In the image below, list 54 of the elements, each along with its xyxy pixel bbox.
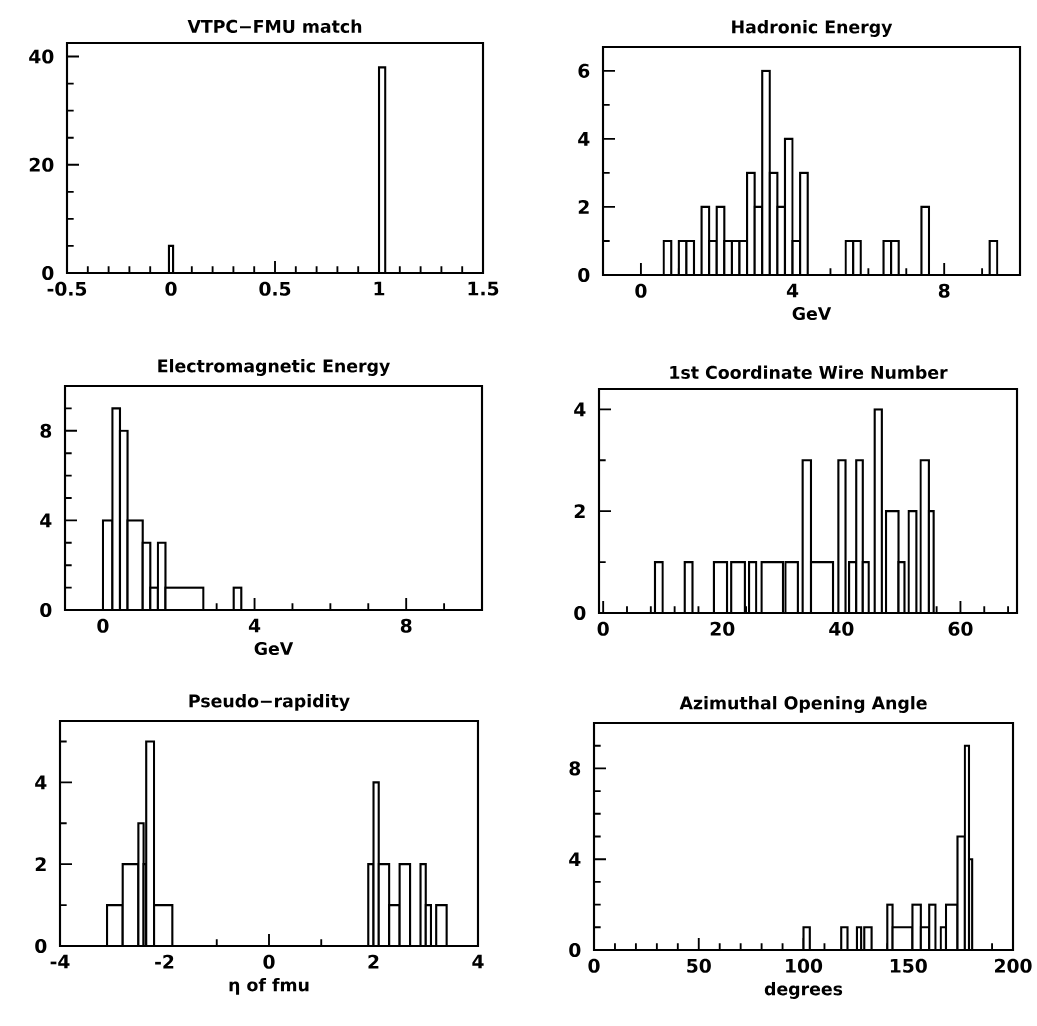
x-tick-label: 150 [890, 958, 927, 973]
chart-title: Azimuthal Opening Angle [679, 696, 927, 713]
x-axis-title: η of fmu [229, 977, 309, 995]
chart-title: VTPC−FMU match [187, 19, 362, 33]
y-tick-label: 20 [29, 157, 54, 172]
x-tick-label: 0.5 [259, 281, 291, 296]
x-tick-label: 20 [710, 621, 735, 636]
y-tick-label: 0 [35, 938, 47, 954]
y-tick-label: 2 [574, 504, 585, 519]
x-axis-title: degrees [764, 981, 843, 999]
y-tick-label: 4 [578, 132, 590, 146]
y-tick-label: 0 [42, 265, 54, 281]
y-tick-label: 6 [578, 63, 590, 78]
x-tick-label: 4 [248, 618, 261, 633]
x-tick-label: -4 [50, 954, 70, 969]
x-tick-label: 50 [687, 958, 711, 973]
y-tick-label: 8 [40, 423, 52, 438]
x-tick-label: 8 [938, 283, 950, 298]
x-tick-label: -2 [155, 954, 174, 969]
x-tick-label: 60 [948, 621, 973, 636]
x-tick-label: 40 [829, 621, 854, 636]
x-tick-label: 2 [368, 954, 379, 969]
x-tick-label: 1.5 [468, 281, 499, 296]
y-tick-label: 4 [574, 402, 586, 417]
x-axis-title: GeV [792, 306, 832, 321]
x-tick-label: 0 [165, 281, 177, 296]
x-tick-label: 0 [597, 621, 609, 636]
x-tick-label: 0 [635, 283, 647, 298]
y-tick-label: 0 [40, 602, 52, 618]
chart-title: 1st Coordinate Wire Number [670, 365, 948, 379]
y-tick-label: 4 [35, 775, 47, 790]
x-tick-label: -0.5 [47, 281, 87, 296]
x-tick-label: 200 [995, 958, 1032, 973]
chart-title: Hadronic Energy [732, 20, 893, 37]
y-tick-label: 0 [578, 267, 590, 283]
y-tick-label: 0 [574, 605, 586, 621]
y-tick-label: 2 [35, 857, 46, 872]
y-tick-label: 0 [569, 942, 581, 958]
x-tick-label: 4 [786, 283, 799, 298]
x-tick-label: 0 [588, 958, 600, 973]
x-tick-label: 4 [472, 954, 484, 969]
x-axis-title: GeV [254, 641, 294, 656]
y-tick-label: 2 [578, 200, 589, 214]
x-tick-label: 1 [374, 281, 385, 296]
y-tick-label: 4 [40, 513, 52, 528]
chart-title: Pseudo−rapidity [189, 694, 350, 711]
x-tick-label: 8 [400, 618, 412, 633]
y-tick-label: 8 [569, 761, 581, 776]
y-tick-label: 4 [569, 852, 581, 866]
chart-title: Electromagnetic Energy [158, 359, 390, 376]
y-tick-label: 40 [29, 49, 54, 64]
x-tick-label: 0 [263, 954, 275, 969]
x-tick-label: 100 [786, 958, 823, 973]
x-tick-label: 0 [97, 618, 109, 633]
